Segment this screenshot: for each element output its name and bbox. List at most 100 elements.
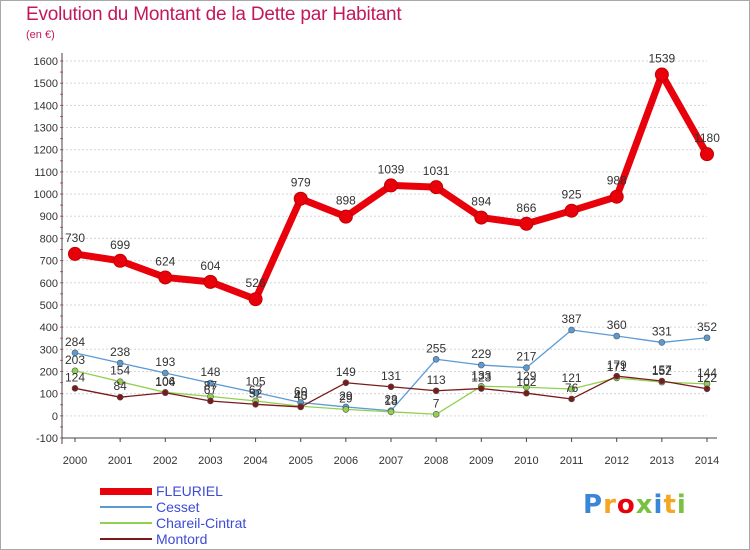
- series-cesset: 284 238 193 148 105 60 29 23 255 229 217 387 360 331 3…: [65, 312, 717, 415]
- data-point: [342, 406, 350, 413]
- data-label: 730: [65, 231, 85, 245]
- data-label: 624: [155, 254, 175, 268]
- data-label: 217: [516, 350, 536, 364]
- x-tick-label: 2008: [424, 455, 448, 467]
- data-label: 104: [155, 375, 175, 389]
- y-tick-label: 100: [40, 389, 58, 401]
- logo-letter: o: [616, 490, 636, 520]
- data-label: 229: [471, 347, 491, 361]
- x-tick-label: 2012: [604, 455, 628, 467]
- y-tick-label: 600: [40, 278, 58, 290]
- x-tick-label: 2005: [288, 455, 312, 467]
- data-point: [432, 410, 440, 418]
- logo-letter: t: [663, 490, 677, 520]
- data-point: [474, 210, 489, 225]
- data-point: [293, 191, 308, 206]
- data-point: [116, 393, 124, 401]
- data-label: 144: [697, 366, 717, 380]
- y-tick-label: 900: [40, 211, 58, 223]
- x-tick-label: 2006: [334, 455, 358, 467]
- legend-swatch: [100, 522, 152, 524]
- data-label: 526: [246, 276, 266, 290]
- data-point: [387, 383, 395, 391]
- data-label: 67: [204, 383, 218, 397]
- data-label: 84: [113, 379, 127, 393]
- data-label: 18: [384, 394, 398, 408]
- data-label: 154: [110, 364, 130, 378]
- x-tick-label: 2004: [243, 455, 267, 467]
- data-point: [252, 389, 259, 396]
- legend-item-fleuriel: FLEURIEL: [100, 484, 223, 498]
- data-label: 152: [652, 364, 672, 378]
- data-label: 124: [65, 370, 85, 384]
- data-label: 23: [384, 393, 398, 407]
- data-label: 699: [110, 238, 130, 252]
- y-tick-label: 1500: [34, 78, 58, 90]
- y-tick-label: 1400: [34, 100, 58, 112]
- y-tick-label: 500: [40, 300, 58, 312]
- logo-letter: P: [583, 490, 604, 520]
- legend-swatch: [100, 506, 152, 508]
- data-point: [116, 359, 124, 367]
- data-label: 133: [471, 368, 491, 382]
- x-tick-label: 2010: [514, 455, 538, 467]
- y-tick-label: 1100: [34, 167, 58, 179]
- data-point: [71, 349, 79, 357]
- x-tick-label: 2011: [560, 455, 584, 467]
- data-label: 67: [249, 383, 263, 397]
- x-tick-label: 2003: [198, 455, 222, 467]
- y-tick-label: 300: [40, 344, 58, 356]
- data-label: 148: [200, 365, 220, 379]
- data-label: 7: [433, 396, 440, 410]
- data-point: [158, 270, 173, 285]
- logo-letter: i: [653, 490, 664, 520]
- data-point: [297, 403, 305, 411]
- x-tick-label: 2009: [469, 455, 493, 467]
- data-label: 179: [607, 358, 627, 372]
- legend-swatch: [100, 538, 152, 540]
- y-tick-label: 700: [40, 256, 58, 268]
- data-label: 1039: [378, 162, 405, 176]
- data-label: 925: [562, 188, 582, 202]
- data-label: 76: [565, 381, 579, 395]
- x-tick-label: 2007: [379, 455, 403, 467]
- y-tick-label: 800: [40, 233, 58, 245]
- data-label: 238: [110, 345, 130, 359]
- data-point: [429, 180, 444, 195]
- data-point: [71, 367, 79, 375]
- data-label: 1539: [649, 52, 676, 66]
- x-tick-label: 2014: [695, 455, 719, 467]
- chart-subtitle: (en €): [26, 29, 55, 41]
- data-label: 121: [562, 371, 582, 385]
- data-point: [207, 379, 214, 387]
- data-point: [207, 397, 214, 405]
- data-point: [519, 216, 534, 231]
- x-tick-label: 2001: [108, 455, 132, 467]
- data-label: 113: [427, 373, 446, 387]
- data-point: [568, 385, 575, 393]
- data-point: [658, 339, 666, 346]
- x-tick-label: 2002: [153, 455, 177, 467]
- data-point: [523, 389, 530, 397]
- data-point: [248, 292, 263, 307]
- data-point: [71, 385, 79, 392]
- y-tick-label: -100: [36, 433, 58, 445]
- data-label: 106: [155, 374, 175, 388]
- data-label: 131: [381, 369, 401, 383]
- legend-label: Chareil-Cintrat: [156, 515, 247, 531]
- legend-label: FLEURIEL: [156, 483, 223, 499]
- y-tick-label: 1200: [34, 145, 58, 157]
- data-label: 52: [249, 386, 263, 400]
- data-point: [384, 178, 398, 193]
- data-point: [477, 361, 485, 369]
- data-point: [342, 379, 350, 387]
- data-point: [161, 389, 169, 397]
- data-label: 988: [607, 174, 627, 188]
- data-label: 193: [155, 355, 175, 369]
- data-point: [658, 377, 666, 385]
- data-point: [432, 355, 440, 363]
- data-label: 29: [339, 391, 353, 405]
- data-point: [252, 400, 259, 408]
- data-label: 1031: [423, 164, 450, 178]
